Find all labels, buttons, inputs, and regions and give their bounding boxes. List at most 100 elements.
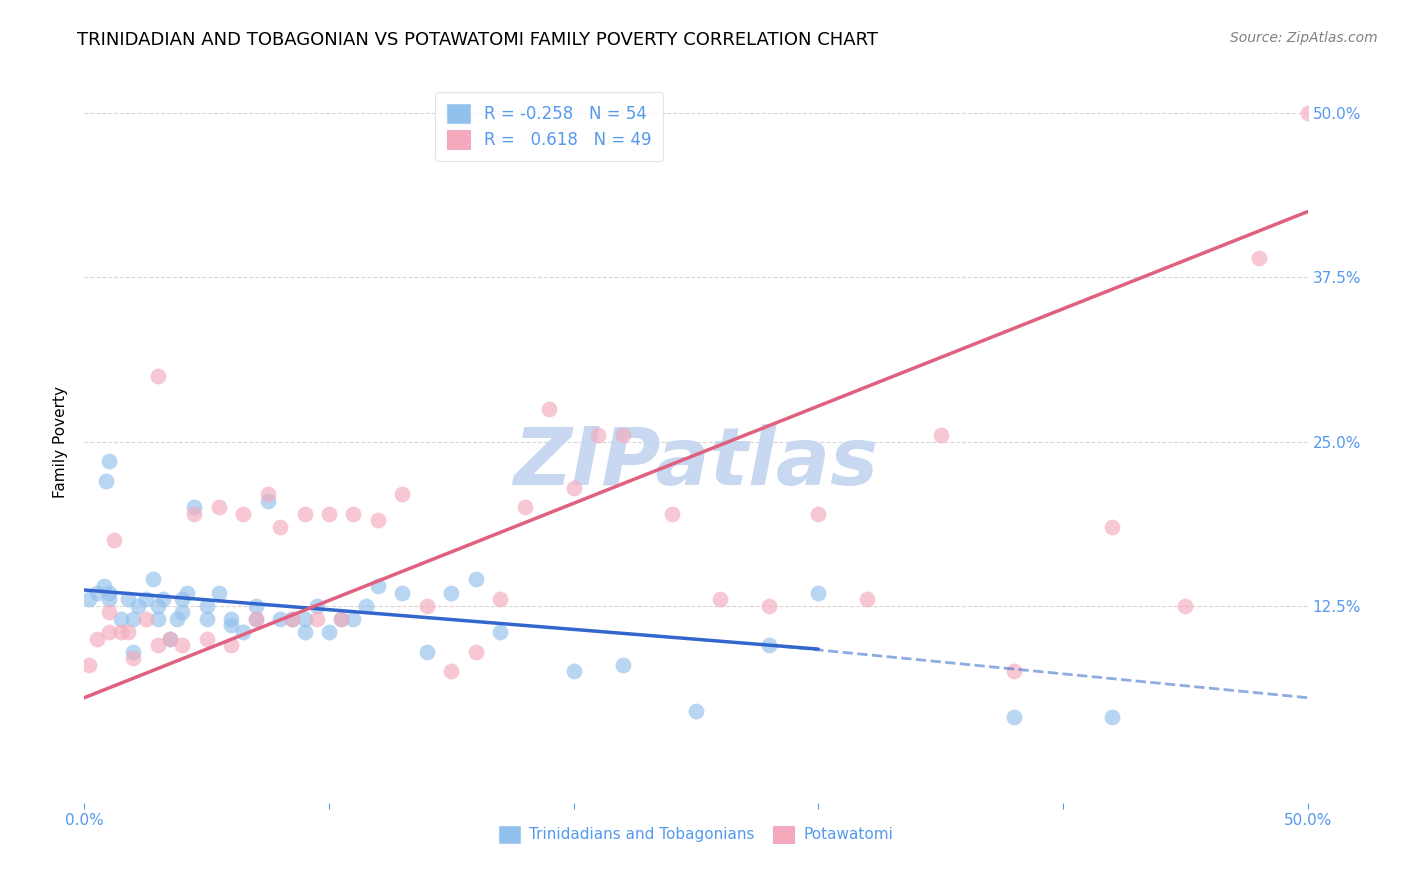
Point (391, 585, 413, 599)
Point (97, 592, 120, 607)
Point (513, 500, 536, 515)
Point (367, 513, 389, 527)
Point (807, 507, 830, 521)
Point (232, 507, 254, 521)
Point (758, 599, 780, 613)
Point (929, 428, 952, 442)
Point (152, 592, 174, 607)
Point (77, 592, 100, 607)
Y-axis label: Family Poverty: Family Poverty (53, 385, 69, 498)
Point (281, 612, 304, 626)
Point (440, 585, 463, 599)
Point (86, 632, 108, 646)
Point (269, 520, 291, 534)
Point (586, 428, 609, 442)
Point (142, 573, 165, 587)
Legend: Trinidadians and Tobagonians, Potawatomi: Trinidadians and Tobagonians, Potawatomi (492, 820, 900, 849)
Point (342, 612, 364, 626)
Point (208, 500, 231, 515)
Point (146, 599, 169, 613)
Point (159, 632, 181, 646)
Point (195, 632, 218, 646)
Point (685, 704, 707, 718)
Point (1174, 599, 1197, 613)
Point (103, 533, 125, 547)
Point (166, 612, 188, 626)
Point (294, 507, 316, 521)
Point (245, 612, 267, 626)
Point (245, 599, 267, 613)
Point (294, 612, 316, 626)
Point (661, 507, 683, 521)
Point (127, 599, 149, 613)
Point (562, 481, 585, 495)
Point (1247, 251, 1270, 265)
Point (1101, 710, 1123, 724)
Point (612, 657, 634, 672)
Point (176, 585, 198, 599)
Text: ZIPatlas: ZIPatlas (513, 425, 879, 502)
Point (257, 493, 280, 508)
Point (117, 625, 139, 640)
Point (1002, 665, 1025, 679)
Point (562, 665, 585, 679)
Point (97, 585, 120, 599)
Point (391, 487, 413, 501)
Text: Source: ZipAtlas.com: Source: ZipAtlas.com (1230, 31, 1378, 45)
Point (146, 612, 169, 626)
Point (538, 401, 561, 416)
Point (367, 579, 389, 593)
Point (86, 585, 108, 599)
Point (856, 592, 879, 607)
Point (758, 638, 780, 652)
Point (146, 638, 169, 652)
Point (172, 592, 194, 607)
Point (489, 592, 512, 607)
Point (232, 625, 254, 640)
Point (93, 579, 115, 593)
Point (305, 599, 328, 613)
Point (416, 599, 439, 613)
Point (195, 599, 218, 613)
Point (159, 632, 181, 646)
Point (97, 625, 120, 640)
Point (219, 638, 242, 652)
Point (172, 605, 194, 619)
Point (245, 612, 267, 626)
Point (464, 573, 486, 587)
Point (77, 657, 100, 672)
Point (318, 625, 340, 640)
Point (709, 592, 731, 607)
Point (330, 612, 353, 626)
Point (135, 592, 157, 607)
Point (489, 625, 512, 640)
Point (135, 612, 157, 626)
Point (612, 428, 634, 442)
Point (97, 454, 120, 468)
Point (122, 612, 145, 626)
Point (97, 605, 120, 619)
Point (807, 585, 830, 599)
Point (354, 599, 377, 613)
Point (294, 625, 316, 640)
Point (122, 645, 145, 659)
Point (1101, 520, 1123, 534)
Point (146, 368, 169, 383)
Point (219, 618, 242, 632)
Point (269, 612, 291, 626)
Point (318, 507, 340, 521)
Point (330, 612, 353, 626)
Point (1002, 710, 1025, 724)
Text: TRINIDADIAN AND TOBAGONIAN VS POTAWATOMI FAMILY POVERTY CORRELATION CHART: TRINIDADIAN AND TOBAGONIAN VS POTAWATOMI… (77, 31, 879, 49)
Point (110, 612, 132, 626)
Point (110, 625, 132, 640)
Point (172, 638, 194, 652)
Point (122, 651, 145, 665)
Point (342, 507, 364, 521)
Point (305, 612, 328, 626)
Point (219, 612, 242, 626)
Point (281, 612, 304, 626)
Point (183, 500, 205, 515)
Point (208, 585, 231, 599)
Point (464, 645, 486, 659)
